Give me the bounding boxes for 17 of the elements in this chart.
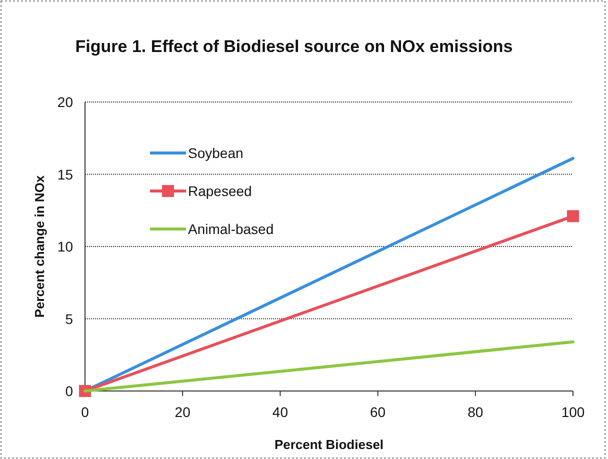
- y-tick-label: 20: [57, 94, 74, 110]
- x-tick-label: 60: [370, 404, 386, 420]
- x-tick-label: 20: [174, 404, 191, 420]
- legend-label: Animal-based: [188, 221, 274, 237]
- x-tick-label: 80: [468, 404, 484, 420]
- y-tick-label: 10: [57, 238, 74, 254]
- x-axis-title: Percent Biodiesel: [274, 437, 384, 452]
- y-tick-label: 0: [65, 383, 74, 399]
- x-tick-label: 0: [81, 404, 90, 420]
- y-axis-title: Percent change in NOx: [32, 174, 47, 318]
- legend-label: Soybean: [188, 145, 244, 161]
- y-tick-label: 15: [57, 166, 74, 182]
- chart-title: Figure 1. Effect of Biodiesel source on NOx emissions: [75, 37, 513, 56]
- x-tick-label: 100: [561, 404, 585, 420]
- x-tick-label: 40: [272, 404, 288, 420]
- legend-label: Rapeseed: [188, 183, 252, 199]
- y-tick-label: 5: [65, 310, 74, 327]
